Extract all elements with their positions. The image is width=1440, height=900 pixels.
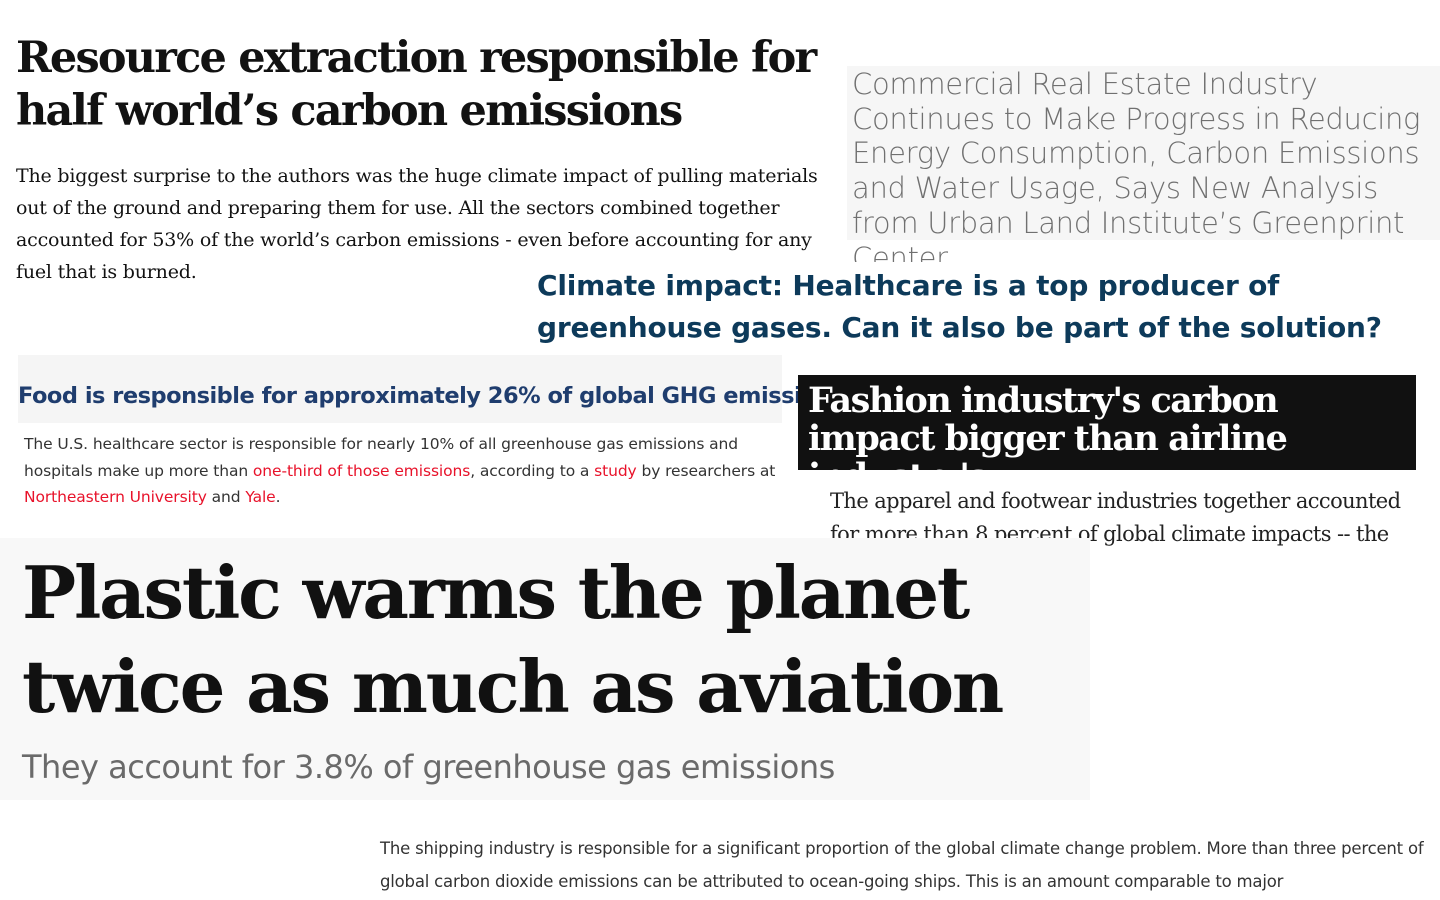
northeastern-university-link[interactable]: Northeastern University: [24, 488, 207, 506]
plastic-subhead: They account for 3.8% of greenhouse gas …: [22, 748, 835, 786]
resource-extraction-body: The biggest surprise to the authors was …: [16, 165, 818, 283]
yale-link[interactable]: Yale: [245, 488, 276, 506]
shipping-body: The shipping industry is responsible for…: [380, 839, 1424, 891]
us-healthcare-clip: The U.S. healthcare sector is responsibl…: [18, 428, 798, 520]
fashion-body: The apparel and footwear industries toge…: [830, 489, 1401, 546]
healthcare-headline: Climate impact: Healthcare is a top prod…: [537, 269, 1382, 344]
us-healthcare-text: , according to a: [470, 461, 595, 480]
us-healthcare-text: by researchers at: [636, 461, 776, 480]
fashion-headline-clip: Fashion industry's carbon impact bigger …: [798, 375, 1416, 496]
shipping-clip: The shipping industry is responsible for…: [372, 830, 1440, 900]
us-healthcare-text: The U.S. healthcare sector is responsibl…: [24, 435, 738, 480]
food-headline: Food is responsible for approximately 26…: [18, 383, 853, 409]
us-healthcare-text: and: [206, 488, 246, 506]
plastic-headline: Plastic warms the planet twice as much a…: [22, 550, 1004, 729]
healthcare-clip: Climate impact: Healthcare is a top prod…: [530, 262, 1440, 350]
us-healthcare-text: .: [275, 488, 281, 506]
fashion-body-clip: The apparel and footwear industries toge…: [820, 480, 1420, 550]
fashion-headline: Fashion industry's carbon impact bigger …: [808, 380, 1288, 497]
real-estate-headline: Commercial Real Estate Industry Continue…: [852, 67, 1421, 275]
study-link[interactable]: study: [594, 461, 637, 480]
real-estate-clip: Commercial Real Estate Industry Continue…: [847, 66, 1440, 275]
plastic-clip: Plastic warms the planet twice as much a…: [0, 538, 1090, 800]
food-clip: Food is responsible for approximately 26…: [18, 355, 853, 423]
one-third-emissions-link[interactable]: one-third of those emissions: [252, 461, 471, 480]
resource-extraction-headline: Resource extraction responsible for half…: [16, 33, 817, 136]
resource-extraction-clip: Resource extraction responsible for half…: [0, 22, 845, 302]
us-healthcare-body: The U.S. healthcare sector is responsibl…: [24, 431, 799, 511]
